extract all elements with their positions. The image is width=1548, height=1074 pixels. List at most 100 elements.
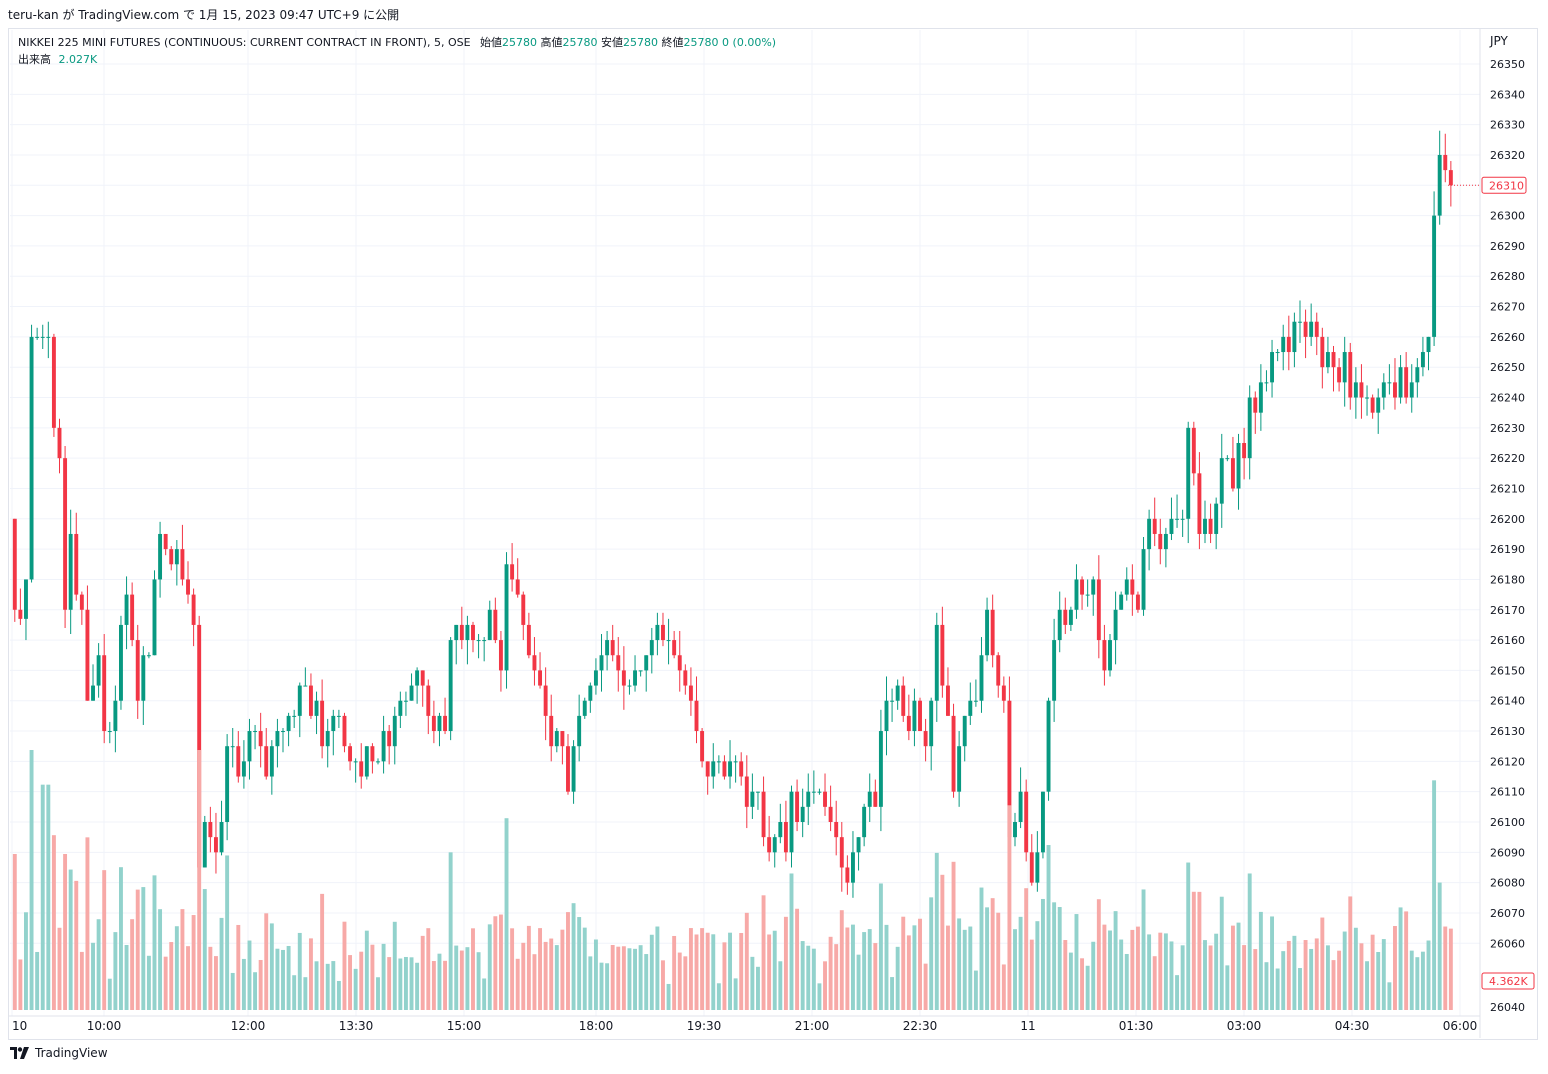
candle-body[interactable] xyxy=(1398,367,1403,398)
candle-body[interactable] xyxy=(890,700,895,702)
candle-body[interactable] xyxy=(1119,594,1124,610)
candle-body[interactable] xyxy=(158,533,163,580)
candle-body[interactable] xyxy=(1426,336,1431,353)
candle-body[interactable] xyxy=(102,655,107,732)
candle-body[interactable] xyxy=(130,594,135,641)
candle-body[interactable] xyxy=(549,715,554,747)
candle-body[interactable] xyxy=(929,700,934,747)
candle-body[interactable] xyxy=(1063,609,1068,625)
candle-body[interactable] xyxy=(789,791,794,853)
candle-body[interactable] xyxy=(174,549,179,565)
candle-body[interactable] xyxy=(1448,170,1453,186)
candle-body[interactable] xyxy=(538,670,543,686)
candle-body[interactable] xyxy=(431,715,436,732)
candle-body[interactable] xyxy=(839,837,844,868)
candle-body[interactable] xyxy=(169,549,174,565)
candle-body[interactable] xyxy=(811,791,816,793)
candle-body[interactable] xyxy=(1359,382,1364,398)
candle-body[interactable] xyxy=(605,640,610,656)
candle-body[interactable] xyxy=(962,715,967,747)
candle-body[interactable] xyxy=(644,655,649,671)
candle-body[interactable] xyxy=(1113,609,1118,641)
candle-body[interactable] xyxy=(1314,321,1319,337)
candle-body[interactable] xyxy=(236,746,241,777)
candle-body[interactable] xyxy=(487,609,492,641)
candle-body[interactable] xyxy=(213,837,218,853)
candle-body[interactable] xyxy=(219,822,224,853)
candle-body[interactable] xyxy=(806,791,811,807)
candle-body[interactable] xyxy=(1197,473,1202,534)
candle-body[interactable] xyxy=(504,564,509,671)
candle-body[interactable] xyxy=(711,761,716,777)
candle-body[interactable] xyxy=(767,837,772,853)
candle-body[interactable] xyxy=(851,852,855,883)
candle-body[interactable] xyxy=(241,761,246,777)
candle-body[interactable] xyxy=(845,867,850,883)
candle-body[interactable] xyxy=(621,670,626,686)
candle-body[interactable] xyxy=(1175,518,1180,520)
candle-body[interactable] xyxy=(398,700,403,716)
candle-body[interactable] xyxy=(1191,427,1196,474)
candle-body[interactable] xyxy=(498,640,503,671)
candle-body[interactable] xyxy=(253,731,258,733)
candle-body[interactable] xyxy=(934,624,939,701)
candle-body[interactable] xyxy=(1337,367,1342,383)
candle-body[interactable] xyxy=(225,746,230,822)
candle-body[interactable] xyxy=(940,624,945,686)
candle-body[interactable] xyxy=(1013,822,1017,838)
candle-body[interactable] xyxy=(694,700,699,732)
candle-body[interactable] xyxy=(1286,336,1291,353)
candle-body[interactable] xyxy=(197,624,202,868)
candle-body[interactable] xyxy=(834,822,839,838)
candle-body[interactable] xyxy=(532,655,537,671)
candle-body[interactable] xyxy=(493,609,498,641)
candle-body[interactable] xyxy=(918,700,922,732)
candle-body[interactable] xyxy=(700,731,705,762)
candle-body[interactable] xyxy=(275,731,280,747)
candle-body[interactable] xyxy=(163,533,168,550)
footer-brand[interactable]: TradingView xyxy=(10,1046,108,1060)
candle-body[interactable] xyxy=(1029,852,1034,883)
candle-body[interactable] xyxy=(320,700,325,747)
candle-body[interactable] xyxy=(599,655,604,671)
candle-body[interactable] xyxy=(1393,382,1397,398)
candle-body[interactable] xyxy=(124,594,129,625)
candle-body[interactable] xyxy=(577,715,582,747)
candle-body[interactable] xyxy=(331,715,336,732)
candle-body[interactable] xyxy=(1348,352,1353,398)
candle-body[interactable] xyxy=(281,731,285,733)
candle-body[interactable] xyxy=(202,822,207,868)
candle-body[interactable] xyxy=(566,746,570,792)
candle-body[interactable] xyxy=(996,655,1001,686)
candle-body[interactable] xyxy=(264,746,269,777)
candle-body[interactable] xyxy=(1275,352,1280,354)
candle-body[interactable] xyxy=(945,685,950,716)
candle-body[interactable] xyxy=(554,731,559,747)
candle-body[interactable] xyxy=(348,746,353,762)
candle-body[interactable] xyxy=(923,731,928,747)
candle-body[interactable] xyxy=(510,564,515,580)
candle-body[interactable] xyxy=(778,822,783,838)
candle-body[interactable] xyxy=(1147,518,1152,550)
candle-body[interactable] xyxy=(286,715,291,732)
candle-body[interactable] xyxy=(297,685,302,716)
candle-body[interactable] xyxy=(1124,579,1129,595)
candle-body[interactable] xyxy=(63,458,68,610)
candle-body[interactable] xyxy=(12,518,17,610)
candle-body[interactable] xyxy=(459,624,464,641)
candle-body[interactable] xyxy=(895,685,900,701)
candle-body[interactable] xyxy=(364,746,369,777)
candle-body[interactable] xyxy=(1068,609,1073,625)
candle-body[interactable] xyxy=(1180,518,1185,520)
candle-body[interactable] xyxy=(817,791,822,793)
candle-body[interactable] xyxy=(985,609,990,656)
candle-body[interactable] xyxy=(465,624,470,641)
candle-body[interactable] xyxy=(353,761,358,763)
candle-body[interactable] xyxy=(1102,640,1107,671)
candle-body[interactable] xyxy=(186,579,190,595)
candle-body[interactable] xyxy=(336,715,341,717)
candle-body[interactable] xyxy=(1080,579,1085,595)
chart-pane[interactable] xyxy=(8,28,1538,1040)
candle-body[interactable] xyxy=(392,715,397,747)
candle-body[interactable] xyxy=(1443,154,1448,171)
